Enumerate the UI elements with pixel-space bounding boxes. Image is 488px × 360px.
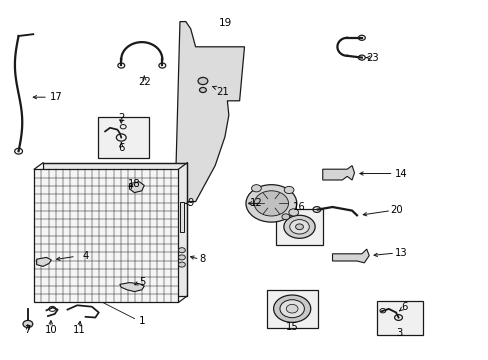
- Circle shape: [288, 209, 298, 216]
- Circle shape: [279, 300, 304, 318]
- Circle shape: [289, 220, 308, 234]
- Text: 8: 8: [200, 254, 205, 264]
- Text: 12: 12: [250, 198, 263, 208]
- Circle shape: [251, 185, 261, 192]
- Text: 20: 20: [389, 204, 402, 215]
- Text: 5: 5: [139, 277, 146, 287]
- Circle shape: [281, 214, 289, 220]
- Circle shape: [283, 215, 314, 238]
- Text: 13: 13: [394, 248, 407, 258]
- Bar: [43, 163, 187, 296]
- Text: 23: 23: [366, 53, 378, 63]
- Circle shape: [178, 262, 185, 267]
- Text: 2: 2: [118, 113, 124, 123]
- Circle shape: [199, 87, 206, 93]
- Text: 3: 3: [395, 328, 401, 338]
- Text: 14: 14: [394, 168, 407, 179]
- Text: 17: 17: [50, 92, 62, 102]
- Bar: [276, 209, 322, 245]
- Text: 10: 10: [44, 325, 57, 336]
- Text: 1: 1: [138, 316, 145, 327]
- Bar: [376, 301, 422, 335]
- Text: 15: 15: [285, 322, 298, 332]
- Text: 9: 9: [186, 198, 193, 208]
- Text: 6: 6: [118, 143, 124, 153]
- Text: 4: 4: [82, 251, 88, 261]
- Circle shape: [245, 185, 296, 222]
- Circle shape: [178, 255, 185, 260]
- Text: 16: 16: [292, 202, 305, 212]
- Polygon shape: [129, 182, 144, 193]
- Circle shape: [286, 304, 298, 313]
- Text: 11: 11: [73, 325, 85, 336]
- Polygon shape: [37, 257, 51, 266]
- Bar: [98, 117, 149, 158]
- Polygon shape: [120, 283, 144, 292]
- Circle shape: [254, 191, 288, 216]
- Bar: [34, 169, 178, 302]
- Text: 7: 7: [24, 325, 31, 336]
- Text: 18: 18: [128, 179, 141, 189]
- Polygon shape: [322, 166, 354, 180]
- Text: 6: 6: [401, 302, 407, 312]
- Polygon shape: [332, 249, 368, 263]
- Text: 19: 19: [219, 18, 232, 28]
- Text: 21: 21: [216, 87, 228, 97]
- Circle shape: [284, 186, 293, 194]
- Bar: [266, 290, 317, 328]
- Circle shape: [295, 224, 303, 230]
- Bar: [180, 202, 183, 232]
- Circle shape: [273, 295, 310, 323]
- Circle shape: [23, 320, 33, 328]
- Circle shape: [178, 248, 185, 253]
- Circle shape: [198, 77, 207, 85]
- Polygon shape: [176, 22, 244, 202]
- Text: 22: 22: [138, 77, 150, 87]
